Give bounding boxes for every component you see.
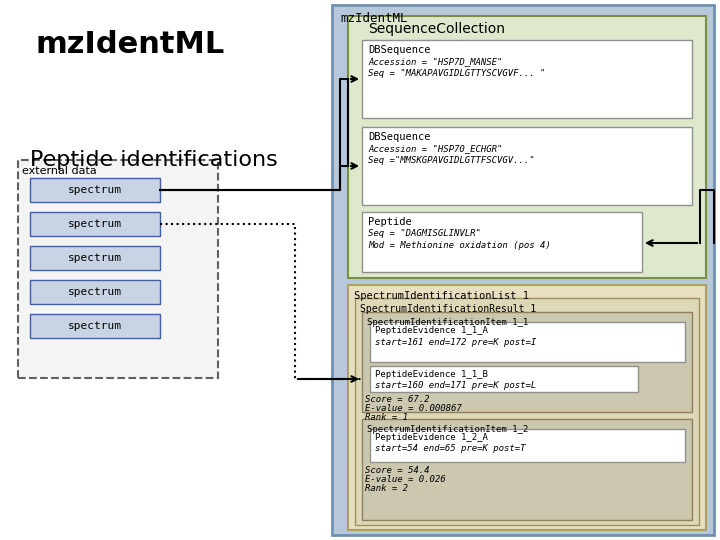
- Text: Rank = 1: Rank = 1: [365, 413, 408, 422]
- Text: Seq = "MAKAPAVGIDLGTTYSCVGVF... ": Seq = "MAKAPAVGIDLGTTYSCVGVF... ": [368, 69, 545, 78]
- Text: SpectrumIdentificationList 1: SpectrumIdentificationList 1: [354, 291, 529, 301]
- Text: start=54 end=65 pre=K post=T: start=54 end=65 pre=K post=T: [375, 444, 526, 453]
- Text: SpectrumIdentificationResult 1: SpectrumIdentificationResult 1: [360, 304, 536, 314]
- Text: PeptideEvidence 1_1_A: PeptideEvidence 1_1_A: [375, 326, 488, 335]
- FancyBboxPatch shape: [30, 178, 160, 202]
- FancyBboxPatch shape: [18, 160, 218, 378]
- Text: SpectrumIdentificationItem 1_1: SpectrumIdentificationItem 1_1: [367, 318, 528, 327]
- FancyBboxPatch shape: [362, 212, 642, 272]
- Text: start=160 end=171 pre=K post=L: start=160 end=171 pre=K post=L: [375, 381, 536, 390]
- Text: PeptideEvidence 1_2_A: PeptideEvidence 1_2_A: [375, 433, 488, 442]
- Text: Seq = "DAGMISGLINVLR": Seq = "DAGMISGLINVLR": [368, 229, 481, 238]
- Text: Score = 67.2: Score = 67.2: [365, 395, 430, 404]
- FancyBboxPatch shape: [362, 127, 692, 205]
- FancyBboxPatch shape: [362, 419, 692, 520]
- Text: Peptide identifications: Peptide identifications: [30, 150, 278, 170]
- FancyBboxPatch shape: [370, 322, 685, 362]
- Text: Score = 54.4: Score = 54.4: [365, 466, 430, 475]
- Text: SpectrumIdentificationItem 1_2: SpectrumIdentificationItem 1_2: [367, 425, 528, 434]
- Text: start=161 end=172 pre=K post=I: start=161 end=172 pre=K post=I: [375, 338, 536, 347]
- FancyBboxPatch shape: [362, 40, 692, 118]
- Text: Accession = "HSP7D_MANSE": Accession = "HSP7D_MANSE": [368, 57, 503, 66]
- FancyBboxPatch shape: [348, 285, 706, 530]
- FancyBboxPatch shape: [332, 5, 714, 535]
- Text: external data: external data: [22, 166, 96, 176]
- Text: E-value = 0.000867: E-value = 0.000867: [365, 404, 462, 413]
- Text: DBSequence: DBSequence: [368, 45, 431, 55]
- Text: DBSequence: DBSequence: [368, 132, 431, 142]
- Text: SequenceCollection: SequenceCollection: [368, 22, 505, 36]
- Text: spectrum: spectrum: [68, 185, 122, 195]
- Text: Accession = "HSP70_ECHGR": Accession = "HSP70_ECHGR": [368, 144, 503, 153]
- FancyBboxPatch shape: [30, 246, 160, 270]
- FancyBboxPatch shape: [348, 16, 706, 278]
- Text: spectrum: spectrum: [68, 253, 122, 263]
- FancyBboxPatch shape: [30, 212, 160, 236]
- FancyBboxPatch shape: [370, 366, 638, 392]
- Text: spectrum: spectrum: [68, 219, 122, 229]
- FancyBboxPatch shape: [370, 429, 685, 462]
- Text: Peptide: Peptide: [368, 217, 412, 227]
- Text: E-value = 0.026: E-value = 0.026: [365, 475, 446, 484]
- Text: Seq ="MMSKGPAVGIDLGTTFSCVGV...": Seq ="MMSKGPAVGIDLGTTFSCVGV...": [368, 156, 535, 165]
- FancyBboxPatch shape: [355, 298, 699, 525]
- Text: Mod = Methionine oxidation (pos 4): Mod = Methionine oxidation (pos 4): [368, 241, 551, 250]
- Text: spectrum: spectrum: [68, 287, 122, 297]
- Text: Rank = 2: Rank = 2: [365, 484, 408, 493]
- FancyBboxPatch shape: [30, 280, 160, 304]
- Text: PeptideEvidence 1_1_B: PeptideEvidence 1_1_B: [375, 370, 488, 379]
- Text: mzIdentML: mzIdentML: [340, 12, 408, 25]
- FancyBboxPatch shape: [30, 314, 160, 338]
- Text: mzIdentML: mzIdentML: [35, 30, 225, 59]
- FancyBboxPatch shape: [362, 312, 692, 412]
- Text: spectrum: spectrum: [68, 321, 122, 331]
